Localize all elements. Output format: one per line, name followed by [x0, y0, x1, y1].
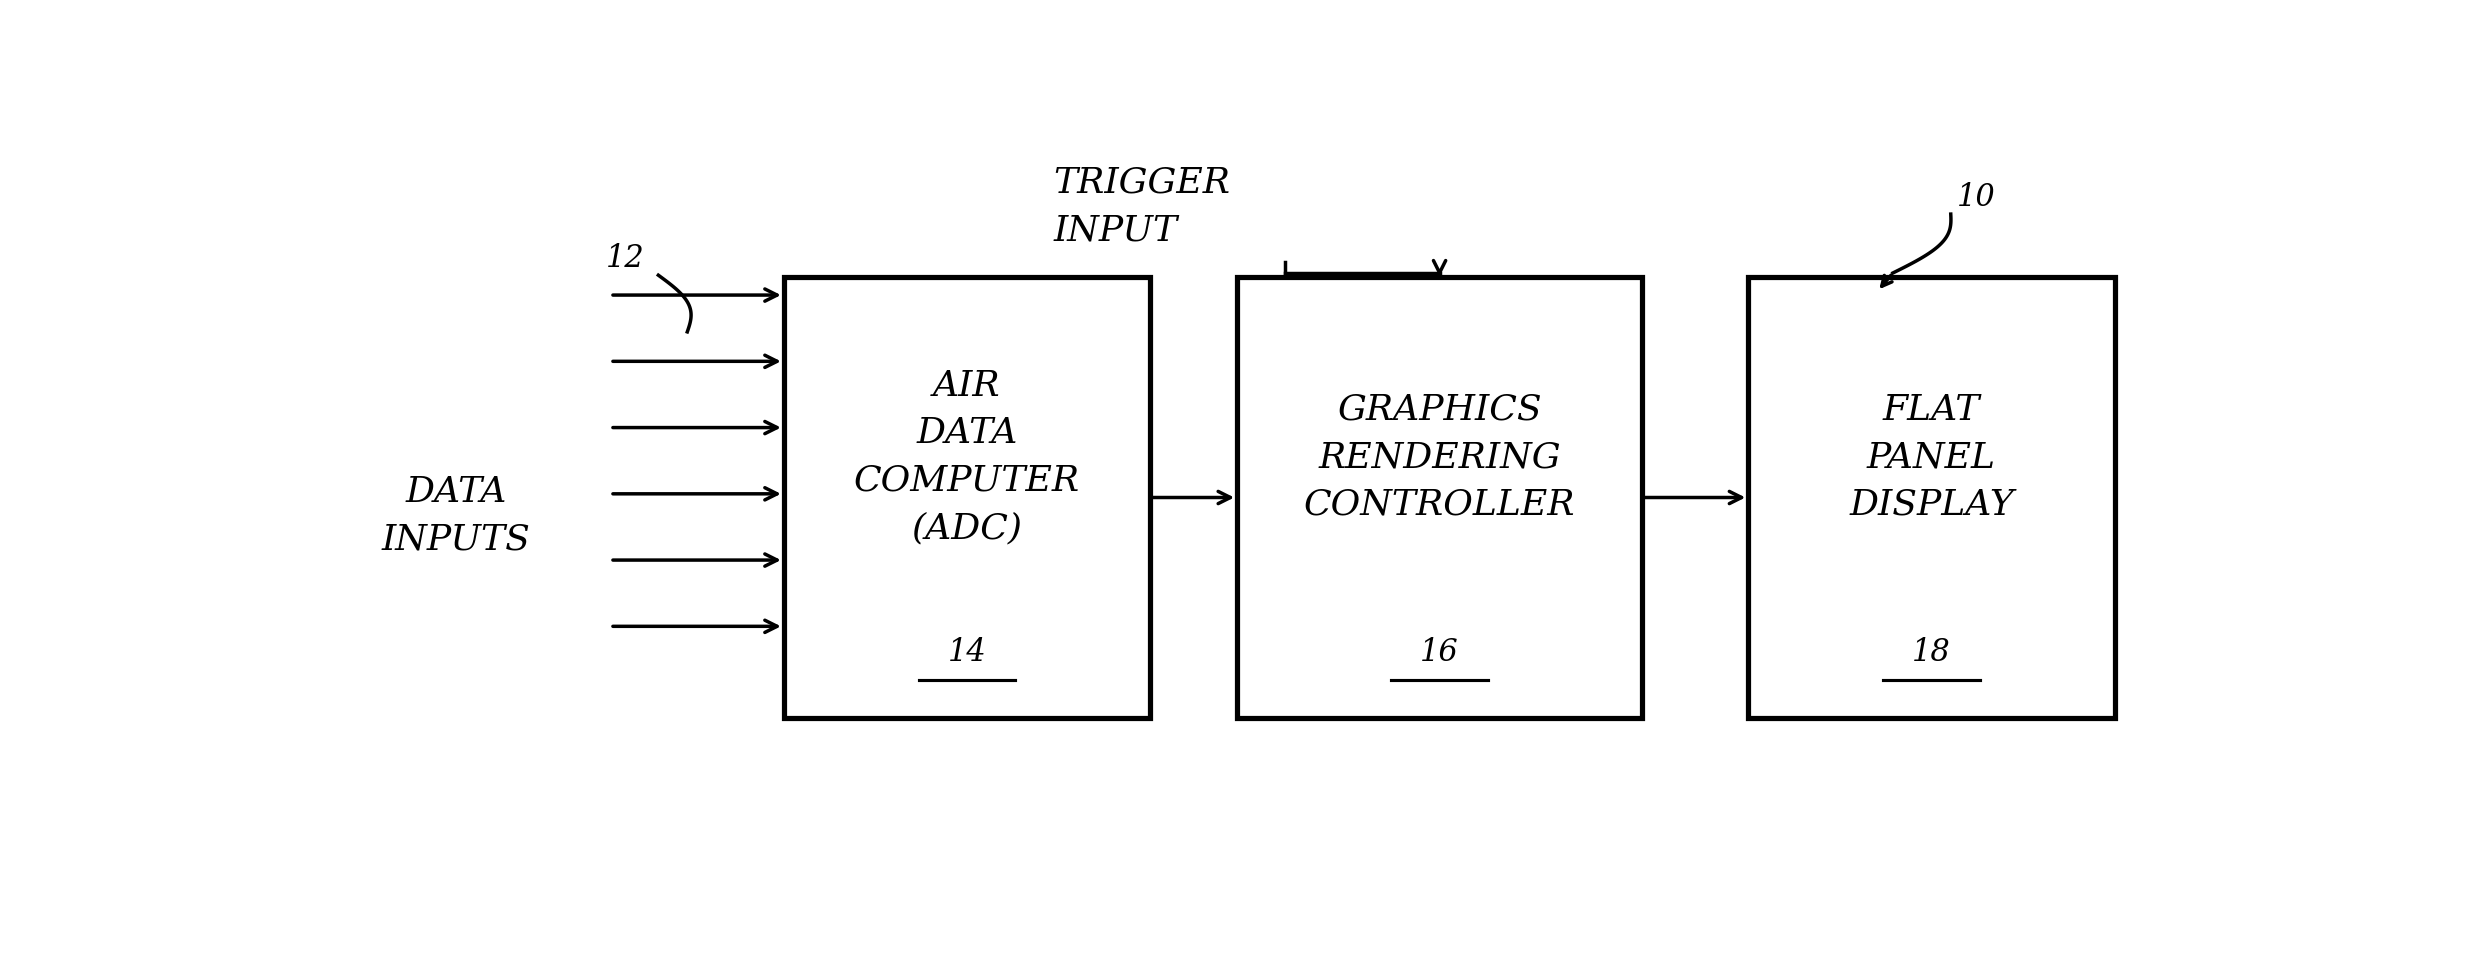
Bar	[1237, 276, 1643, 718]
Text: TRIGGER
INPUT: TRIGGER INPUT	[1053, 166, 1230, 248]
Text: AIR
DATA
COMPUTER
(ADC): AIR DATA COMPUTER (ADC)	[854, 369, 1080, 545]
Text: 18: 18	[1912, 637, 1951, 667]
Text: DATA
INPUTS: DATA INPUTS	[381, 475, 530, 556]
Text: 10: 10	[1956, 182, 1996, 212]
Bar	[1747, 276, 2116, 718]
Text: 14: 14	[948, 637, 986, 667]
Bar	[784, 276, 1150, 718]
Text: 16: 16	[1421, 637, 1459, 667]
Text: FLAT
PANEL
DISPLAY: FLAT PANEL DISPLAY	[1849, 393, 2014, 522]
Text: GRAPHICS
RENDERING
CONTROLLER: GRAPHICS RENDERING CONTROLLER	[1304, 393, 1576, 522]
Text: 12: 12	[607, 243, 645, 273]
